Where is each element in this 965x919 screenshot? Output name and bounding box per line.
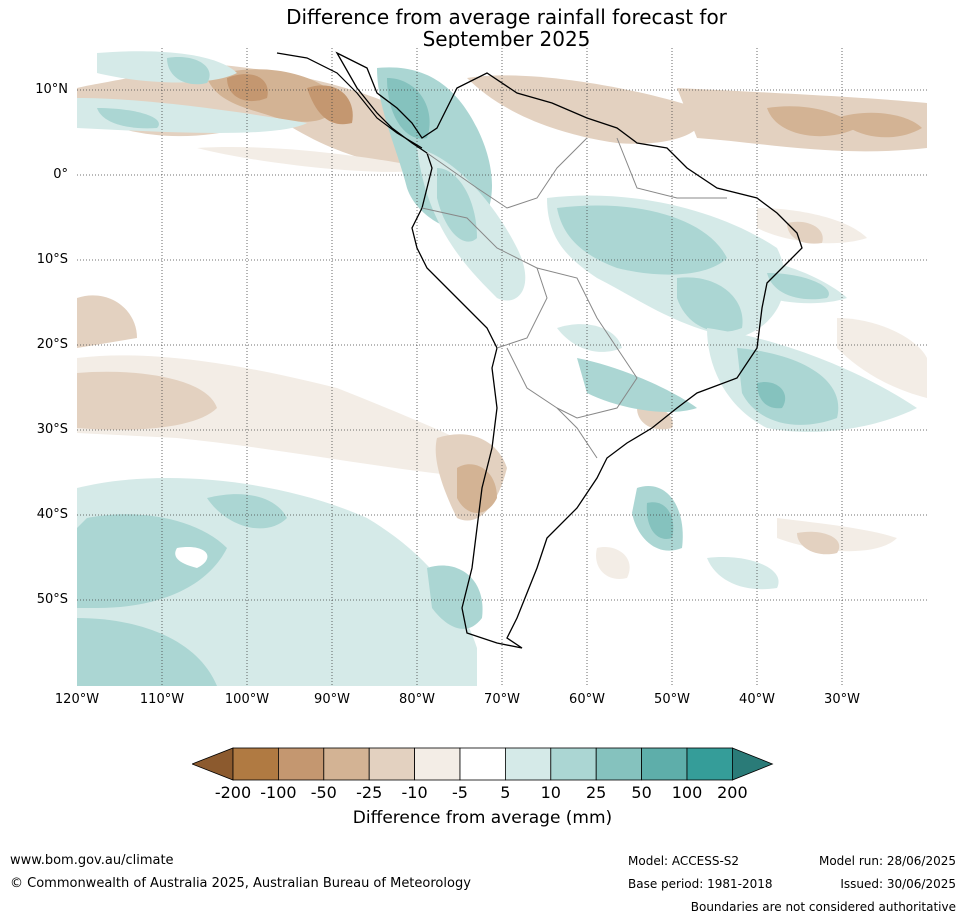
lat-label-10s: 10°S: [36, 252, 68, 267]
lon-label-60w: 60°W: [569, 692, 605, 707]
model-run-text: Model run: 28/06/2025: [818, 854, 956, 868]
lat-label-20s: 20°S: [36, 337, 68, 352]
colorbar-tick-label: -200: [214, 783, 252, 802]
colorbar-tick-label: 50: [631, 783, 652, 802]
lon-label-90w: 90°W: [314, 692, 350, 707]
lon-label-80w: 80°W: [399, 692, 435, 707]
rainfall-map: [77, 48, 927, 686]
colorbar-cell: [641, 747, 688, 781]
colorbar-cell: [686, 747, 733, 781]
south-america-coastline: [335, 51, 803, 649]
colorbar-cell: [414, 747, 461, 781]
colorbar-tick-label: 200: [717, 783, 748, 802]
central-america-coastline: [276, 52, 423, 149]
colorbar-cell: [595, 747, 643, 781]
colorbar-cell-below-min: [192, 747, 234, 781]
lon-label-50w: 50°W: [654, 692, 690, 707]
colorbar-tick-label: 100: [671, 783, 703, 802]
lon-label-40w: 40°W: [739, 692, 775, 707]
country-borders: [421, 137, 727, 459]
colorbar: [192, 747, 774, 781]
lat-label-40s: 40°S: [36, 507, 68, 522]
colorbar-cell: [232, 747, 279, 781]
colorbar-cell: [278, 747, 325, 781]
lon-label-110w: 110°W: [139, 692, 185, 707]
colorbar-cell: [504, 747, 552, 781]
colorbar-tick-label: 5: [500, 783, 511, 802]
rainfall-anomaly-svg: [77, 48, 927, 686]
colorbar-tick-label: -5: [452, 783, 468, 802]
website-link[interactable]: www.bom.gov.au/climate: [10, 853, 174, 868]
wet-anomaly-regions: [77, 51, 917, 686]
map-title-line-2: September 2025: [422, 27, 591, 51]
colorbar-tick-label: -100: [260, 783, 297, 802]
colorbar-cell: [550, 747, 597, 781]
lon-label-120w: 120°W: [54, 692, 100, 707]
colorbar-cell-above-max: [732, 747, 774, 781]
lat-label-30s: 30°S: [36, 422, 68, 437]
model-text: Model: ACCESS-S2: [628, 854, 740, 868]
colorbar-cell: [368, 747, 415, 781]
colorbar-title: Difference from average (mm): [352, 808, 613, 828]
colorbar-tick-label: 10: [540, 783, 561, 802]
colorbar-tick-label: -25: [356, 783, 383, 802]
lat-label-50s: 50°S: [36, 592, 68, 607]
base-period-text: Base period: 1981-2018: [628, 877, 773, 891]
map-title-line-1: Difference from average rainfall forecas…: [286, 5, 727, 29]
lon-label-100w: 100°W: [224, 692, 270, 707]
colorbar-cells: [192, 747, 774, 781]
disclaimer-text: Boundaries are not considered authoritat…: [690, 900, 956, 914]
graticule: [77, 48, 927, 686]
copyright-text: © Commonwealth of Australia 2025, Austra…: [10, 876, 471, 891]
lat-label-0: 0°: [53, 167, 68, 182]
issued-text: Issued: 30/06/2025: [840, 877, 956, 891]
dry-anomaly-regions: [77, 63, 927, 579]
lon-label-30w: 30°W: [824, 692, 860, 707]
lon-label-70w: 70°W: [484, 692, 520, 707]
colorbar-tick-label: -50: [310, 783, 337, 802]
lat-label-10n: 10°N: [35, 82, 68, 97]
colorbar-tick-label: 25: [586, 783, 607, 802]
colorbar-tick-label: -10: [401, 783, 428, 802]
colorbar-cell: [323, 747, 370, 781]
colorbar-cell: [459, 747, 506, 781]
